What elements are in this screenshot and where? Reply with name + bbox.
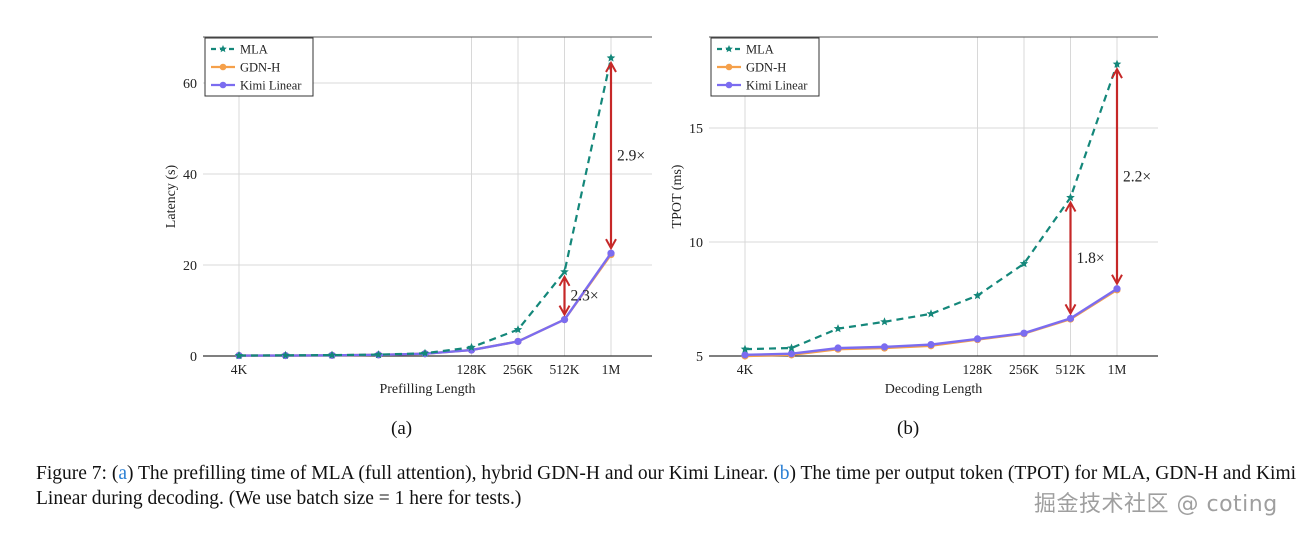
data-point-mla <box>281 350 290 359</box>
series-line-mla <box>744 63 1119 351</box>
x-tick-label: 512K <box>550 362 580 377</box>
data-point-kimi-linear <box>741 351 749 359</box>
legend-marker-gdn-h <box>725 63 733 71</box>
series-line-gdn-h <box>239 253 612 357</box>
x-tick-label: 512K <box>1056 362 1086 377</box>
annotation-arrow-head-up <box>605 60 617 73</box>
data-point-mla <box>606 53 616 62</box>
caption-ref-b-link[interactable]: b <box>779 463 790 484</box>
y-axis-label: Latency (s) <box>164 164 179 228</box>
data-point-mla <box>560 267 569 276</box>
legend-label-kimi-linear: Kimi Linear <box>746 79 808 93</box>
data-point-kimi-linear <box>973 335 982 343</box>
data-point-kimi-linear <box>560 316 569 324</box>
data-point-kimi-linear <box>880 343 889 351</box>
chart-prefilling-latency: 0 20 40 60 4K 128K 256K 512K 1M Prefilling Length… <box>164 36 652 397</box>
legend-marker-gdn-h <box>219 63 227 71</box>
data-point-kimi-linear <box>787 350 796 358</box>
data-point-kimi-linear <box>1113 285 1121 293</box>
y-axis-label: TPOT (ms) <box>670 164 685 228</box>
annotation-arrow-head-up <box>1111 67 1123 79</box>
data-point-kimi-linear <box>1066 314 1075 322</box>
x-tick-label: 1M <box>602 362 621 377</box>
annotation-label: 2.3× <box>571 288 599 305</box>
data-point-mla <box>467 342 476 351</box>
data-point-kimi-linear <box>927 341 935 349</box>
annotation-arrow-head-down <box>1064 303 1077 316</box>
figure-caption: Figure 7: (a) The prefilling time of MLA… <box>36 461 1306 511</box>
x-tick-label: 128K <box>457 362 487 377</box>
legend-label-kimi-linear: Kimi Linear <box>240 79 302 93</box>
subfigure-label-a: (a) <box>391 418 413 439</box>
legend-label-gdn-h: GDN-H <box>240 61 280 75</box>
annotation-label: 2.2× <box>1123 168 1151 185</box>
annotation-arrow-head-down <box>605 238 617 251</box>
legend-marker-kimi-linear <box>725 81 733 89</box>
y-tick-label: 60 <box>183 77 197 92</box>
data-point-mla <box>1019 259 1029 268</box>
x-tick-label: 4K <box>737 362 754 377</box>
data-point-mla <box>234 351 244 360</box>
caption-ref-a-link[interactable]: a <box>118 463 127 484</box>
y-tick-label: 10 <box>689 236 703 251</box>
legend-marker-mla <box>725 45 733 53</box>
data-point-mla <box>1112 59 1122 68</box>
data-point-kimi-linear <box>834 344 842 352</box>
x-tick-label: 256K <box>1009 362 1039 377</box>
legend-marker-kimi-linear <box>219 81 227 89</box>
annotation-arrow-head-up <box>558 274 571 287</box>
series-line-kimi-linear <box>239 252 612 357</box>
legend-label-mla: MLA <box>746 43 774 57</box>
caption-prefix: Figure 7: ( <box>36 463 119 484</box>
annotation-label: 1.8× <box>1077 250 1105 267</box>
x-axis-label: Decoding Length <box>885 382 983 397</box>
data-point-mla <box>420 348 430 357</box>
chart-decoding-tpot: 5 10 15 4K 128K 256K 512K 1M Decoding Length TPOT… <box>670 36 1158 397</box>
data-point-mla <box>374 350 383 359</box>
y-tick-label: 0 <box>190 350 197 365</box>
y-tick-label: 20 <box>183 259 197 274</box>
annotation-label: 2.9× <box>617 148 645 165</box>
data-point-mla <box>740 344 750 353</box>
subfigure-label-b: (b) <box>897 418 920 439</box>
y-tick-label: 15 <box>689 122 703 137</box>
data-point-mla <box>513 325 523 334</box>
annotation-arrow-head-down <box>1111 274 1123 286</box>
annotation-arrow-head-down <box>558 305 571 317</box>
data-point-mla <box>787 343 796 352</box>
x-axis-label: Prefilling Length <box>379 382 475 397</box>
x-tick-label: 1M <box>1108 362 1127 377</box>
data-point-kimi-linear <box>607 249 615 257</box>
data-point-mla <box>1066 193 1075 202</box>
watermark: 掘金技术社区 @ coting <box>1034 492 1278 517</box>
data-point-mla <box>327 350 337 359</box>
legend-label-mla: MLA <box>240 43 268 57</box>
data-point-kimi-linear <box>1020 329 1028 337</box>
series-line-mla <box>238 57 613 357</box>
legend-marker-mla <box>219 45 227 53</box>
annotation-arrow-head-up <box>1064 200 1077 213</box>
data-point-mla <box>926 309 936 318</box>
data-point-kimi-linear <box>514 337 522 346</box>
y-tick-label: 40 <box>183 168 197 183</box>
data-point-mla <box>833 324 843 333</box>
caption-text-b: ) The time per output token (TPOT) for M… <box>36 463 1297 509</box>
caption-text-a: ) The prefilling time of MLA (full atten… <box>126 463 780 484</box>
x-tick-label: 256K <box>503 362 533 377</box>
data-point-mla <box>973 291 982 300</box>
x-tick-label: 4K <box>231 362 248 377</box>
legend-label-gdn-h: GDN-H <box>746 61 786 75</box>
data-point-mla <box>880 317 889 326</box>
x-tick-label: 128K <box>963 362 993 377</box>
y-tick-label: 5 <box>696 350 703 365</box>
